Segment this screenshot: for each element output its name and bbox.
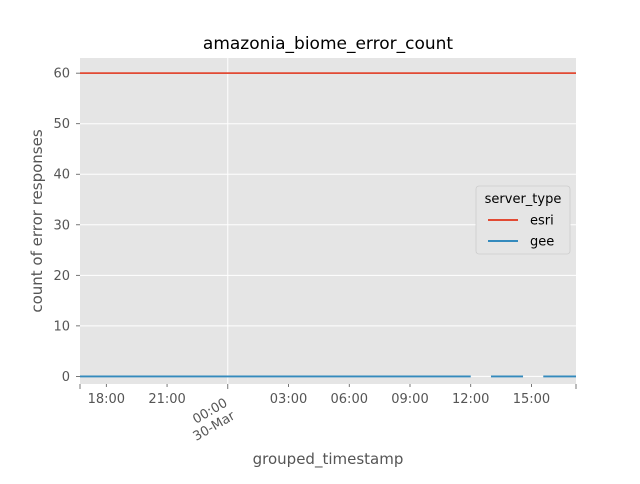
x-tick-label: 06:00 bbox=[331, 392, 368, 407]
y-tick-label: 30 bbox=[53, 218, 70, 233]
chart-title: amazonia_biome_error_count bbox=[203, 34, 454, 54]
y-tick-label: 50 bbox=[53, 117, 70, 132]
x-tick-label: 03:00 bbox=[270, 392, 307, 407]
x-tick-label: 21:00 bbox=[148, 392, 185, 407]
y-tick-label: 40 bbox=[53, 168, 70, 183]
x-tick-label: 12:00 bbox=[452, 392, 489, 407]
y-tick-label: 20 bbox=[53, 269, 70, 284]
y-tick-label: 0 bbox=[62, 370, 70, 385]
y-axis-label: count of error responses bbox=[28, 129, 46, 313]
x-tick-label: 15:00 bbox=[513, 392, 550, 407]
legend-box bbox=[475, 185, 571, 255]
legend: server_type esri gee bbox=[475, 185, 571, 255]
x-axis-label: grouped_timestamp bbox=[253, 450, 404, 469]
series-layer bbox=[80, 72, 576, 378]
x-tick-label: 09:00 bbox=[391, 392, 428, 407]
y-tick-label: 10 bbox=[53, 319, 70, 334]
legend-label-esri: esri bbox=[530, 214, 554, 229]
y-tick-label: 60 bbox=[53, 67, 70, 82]
x-tick-label: 18:00 bbox=[88, 392, 125, 407]
legend-title: server_type bbox=[485, 192, 562, 207]
legend-label-gee: gee bbox=[530, 235, 554, 250]
